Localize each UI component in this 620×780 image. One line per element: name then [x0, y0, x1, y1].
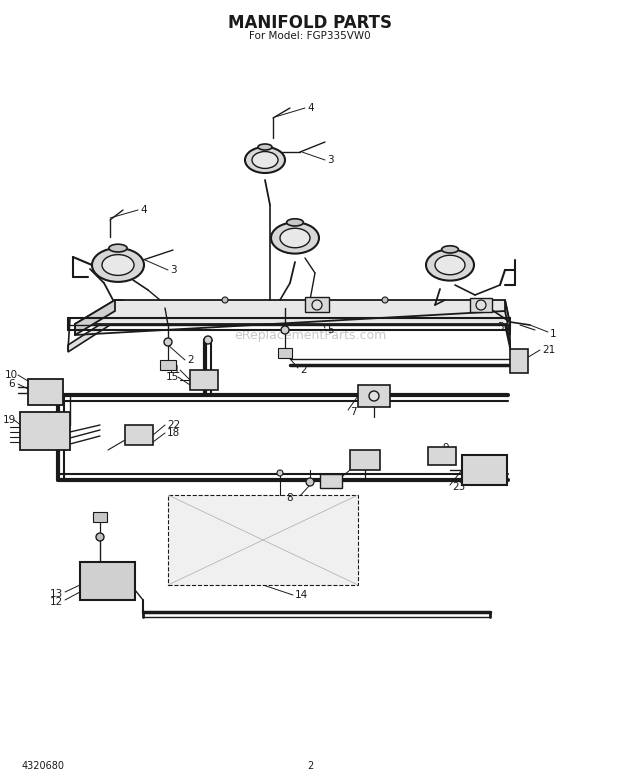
- Text: 6: 6: [8, 379, 15, 389]
- Bar: [510, 349, 528, 373]
- Text: 22: 22: [167, 420, 180, 430]
- Circle shape: [312, 300, 322, 310]
- Text: 4320680: 4320680: [22, 761, 65, 771]
- Ellipse shape: [252, 151, 278, 168]
- Text: 3: 3: [327, 155, 334, 165]
- Bar: [160, 360, 176, 370]
- Text: 21: 21: [542, 345, 556, 355]
- Text: 19: 19: [3, 415, 16, 425]
- Polygon shape: [505, 300, 510, 335]
- Ellipse shape: [280, 229, 310, 248]
- Bar: [278, 348, 292, 358]
- Text: 11: 11: [168, 365, 181, 375]
- Text: 9: 9: [326, 475, 332, 485]
- Bar: [462, 455, 507, 485]
- Text: 14: 14: [295, 590, 308, 600]
- Text: 2: 2: [300, 365, 307, 375]
- Text: 2: 2: [307, 761, 313, 771]
- Bar: [168, 495, 358, 585]
- Ellipse shape: [441, 246, 458, 253]
- Text: 9: 9: [442, 443, 449, 453]
- Text: 5: 5: [327, 325, 334, 335]
- Ellipse shape: [435, 255, 465, 275]
- Polygon shape: [68, 318, 510, 352]
- Ellipse shape: [109, 244, 127, 252]
- Text: 13: 13: [50, 589, 63, 599]
- Text: 2: 2: [187, 355, 193, 365]
- Circle shape: [306, 478, 314, 486]
- Ellipse shape: [271, 222, 319, 254]
- Text: 18: 18: [167, 428, 180, 438]
- Circle shape: [369, 391, 379, 401]
- Ellipse shape: [426, 250, 474, 281]
- Bar: [80, 562, 135, 600]
- Bar: [470, 298, 492, 312]
- Text: 12: 12: [50, 597, 63, 607]
- Bar: [125, 425, 153, 445]
- Text: 3: 3: [170, 265, 177, 275]
- Ellipse shape: [245, 147, 285, 173]
- Text: 4: 4: [140, 205, 146, 215]
- Text: 10: 10: [5, 370, 18, 380]
- Bar: [93, 512, 107, 522]
- Bar: [358, 385, 390, 407]
- Ellipse shape: [286, 219, 303, 226]
- Bar: [350, 450, 380, 470]
- Circle shape: [382, 297, 388, 303]
- Bar: [190, 370, 218, 390]
- Circle shape: [281, 326, 289, 334]
- Ellipse shape: [102, 254, 134, 275]
- Text: 4: 4: [307, 103, 314, 113]
- Circle shape: [222, 297, 228, 303]
- Polygon shape: [75, 300, 115, 335]
- Bar: [20, 412, 70, 450]
- Ellipse shape: [92, 248, 144, 282]
- Circle shape: [96, 533, 104, 541]
- Text: 5: 5: [497, 322, 503, 332]
- Text: eReplacementParts.com: eReplacementParts.com: [234, 328, 386, 342]
- Bar: [428, 447, 456, 465]
- Text: MANIFOLD PARTS: MANIFOLD PARTS: [228, 14, 392, 32]
- Text: 1: 1: [550, 329, 557, 339]
- Circle shape: [204, 336, 212, 344]
- Text: 8: 8: [286, 493, 293, 503]
- Text: 7: 7: [350, 407, 356, 417]
- Text: For Model: FGP335VW0: For Model: FGP335VW0: [249, 31, 371, 41]
- Bar: [305, 297, 329, 312]
- Circle shape: [277, 470, 283, 476]
- Text: 15: 15: [166, 372, 179, 382]
- Polygon shape: [75, 300, 510, 324]
- Circle shape: [164, 338, 172, 346]
- Text: 23: 23: [452, 482, 465, 492]
- Bar: [28, 379, 63, 405]
- Circle shape: [476, 300, 486, 310]
- Bar: [320, 474, 342, 488]
- Ellipse shape: [258, 144, 272, 150]
